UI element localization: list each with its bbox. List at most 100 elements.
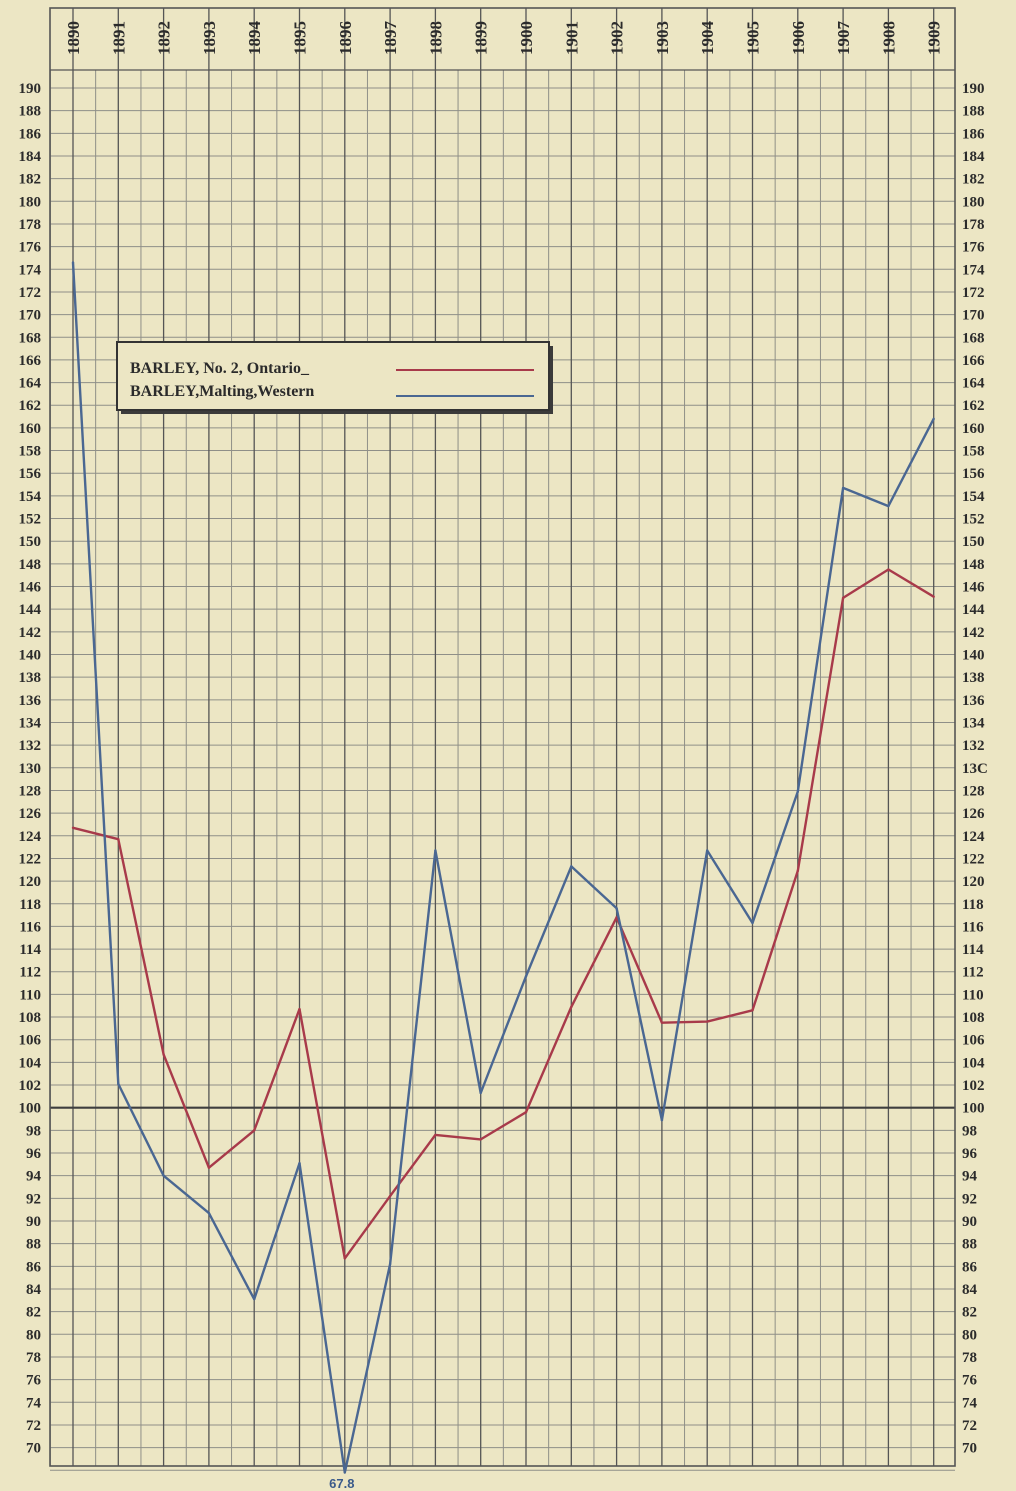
y-tick-label-right: 82	[962, 1305, 977, 1321]
y-tick-label-left: 102	[19, 1078, 42, 1094]
y-tick-label-right: 70	[962, 1441, 977, 1457]
y-tick-label-right: 104	[962, 1055, 985, 1071]
y-tick-label-right: 180	[962, 194, 985, 210]
x-tick-label: 1909	[925, 21, 944, 55]
y-tick-label-right: 110	[962, 987, 984, 1003]
x-tick-label: 1893	[200, 21, 219, 55]
data-point-western	[298, 1162, 301, 1165]
series-line-ontario	[72, 568, 935, 1260]
y-tick-label-right: 13C	[962, 761, 988, 777]
y-tick-label-right: 120	[962, 874, 985, 890]
y-tick-label-left: 186	[19, 126, 42, 142]
y-tick-label-left: 138	[19, 670, 42, 686]
y-tick-label-right: 72	[962, 1418, 977, 1434]
y-tick-label-left: 174	[19, 262, 42, 278]
y-tick-label-left: 72	[26, 1418, 41, 1434]
x-tick-label: 1896	[336, 21, 355, 55]
y-tick-label-left: 180	[19, 194, 42, 210]
y-tick-label-right: 88	[962, 1237, 977, 1253]
data-point-western	[162, 1174, 165, 1177]
data-point-western	[388, 1262, 392, 1266]
y-tick-label-left: 98	[26, 1123, 41, 1139]
y-tick-label-left: 130	[19, 761, 42, 777]
y-tick-label-right: 114	[962, 942, 984, 958]
data-point-ontario	[71, 826, 75, 830]
y-tick-label-right: 178	[962, 217, 985, 233]
y-tick-label-left: 82	[26, 1305, 41, 1321]
y-tick-label-left: 176	[19, 240, 42, 256]
x-tick-label: 1900	[517, 21, 536, 55]
y-tick-label-left: 152	[19, 512, 42, 528]
frame-rect	[49, 7, 956, 1467]
y-tick-label-right: 184	[962, 149, 985, 165]
data-point-ontario	[343, 1257, 346, 1260]
data-point-ontario	[524, 1111, 528, 1114]
legend-box	[116, 341, 550, 411]
y-tick-label-right: 172	[962, 285, 985, 301]
y-tick-label-left: 84	[26, 1282, 42, 1298]
grid	[49, 8, 955, 1471]
y-axis-right: 190 188 186 184 182 180 178 176 174 172 170 168 166 1…	[962, 81, 988, 1457]
y-tick-label-left: 146	[19, 580, 42, 596]
y-tick-label-right: 164	[962, 376, 985, 392]
data-point-ontario	[887, 568, 890, 571]
x-tick-label: 1902	[608, 21, 627, 55]
data-point-western	[706, 849, 709, 852]
y-tick-label-left: 118	[19, 897, 41, 913]
y-tick-label-right: 116	[962, 919, 984, 935]
data-point-western	[117, 1082, 120, 1086]
data-point-ontario	[796, 869, 799, 873]
data-point-western	[796, 790, 799, 793]
plot-frame	[49, 7, 956, 1467]
y-tick-label-right: 176	[962, 240, 985, 256]
y-tick-label-right: 90	[962, 1214, 977, 1230]
y-tick-label-right: 188	[962, 104, 985, 120]
x-tick-label: 1895	[291, 21, 310, 55]
y-tick-label-left: 142	[19, 625, 42, 641]
y-tick-label-left: 188	[19, 104, 42, 120]
y-tick-label-left: 94	[26, 1169, 42, 1185]
y-tick-label-left: 136	[19, 693, 42, 709]
data-point-ontario	[660, 1021, 664, 1024]
y-tick-label-right: 98	[962, 1123, 977, 1139]
y-tick-label-left: 170	[19, 308, 42, 324]
data-point-western	[887, 504, 890, 508]
data-point-western	[207, 1211, 211, 1215]
data-point-western	[660, 1118, 664, 1122]
y-tick-label-right: 94	[962, 1169, 978, 1185]
y-tick-label-left: 158	[19, 444, 42, 460]
y-tick-label-left: 128	[19, 783, 42, 799]
y-tick-label-left: 116	[19, 919, 41, 935]
y-axis-left: 190 188 186 184 182 180 178 176 174 172 170 168 166 1…	[19, 81, 42, 1457]
y-tick-label-right: 118	[962, 897, 984, 913]
data-point-western	[253, 1297, 256, 1301]
data-point-ontario	[207, 1166, 211, 1169]
y-tick-label-right: 128	[962, 783, 985, 799]
legend: BARLEY, No. 2, Ontario_ BARLEY,Malting,W…	[116, 341, 553, 414]
y-tick-label-left: 86	[26, 1259, 42, 1275]
annotations: 67.8	[329, 1476, 354, 1491]
y-tick-label-right: 174	[962, 262, 985, 278]
data-point-ontario	[570, 1005, 573, 1009]
y-tick-label-left: 172	[19, 285, 42, 301]
y-tick-label-right: 138	[962, 670, 985, 686]
data-point-western	[751, 921, 754, 925]
y-tick-label-right: 122	[962, 851, 985, 867]
y-tick-label-right: 134	[962, 715, 985, 731]
x-tick-label: 1891	[109, 21, 128, 55]
x-tick-label: 1908	[879, 21, 898, 55]
y-tick-label-left: 112	[19, 965, 41, 981]
y-tick-label-right: 132	[962, 738, 985, 754]
data-point-ontario	[298, 1007, 301, 1011]
data-point-western	[932, 417, 935, 421]
x-tick-label: 1901	[562, 21, 581, 55]
y-tick-label-left: 70	[26, 1441, 41, 1457]
y-tick-label-right: 156	[962, 466, 985, 482]
y-tick-label-left: 124	[19, 829, 42, 845]
y-tick-label-left: 148	[19, 557, 42, 573]
x-tick-label: 1898	[426, 21, 445, 55]
y-tick-label-right: 152	[962, 512, 985, 528]
y-tick-label-left: 190	[19, 81, 42, 97]
y-tick-label-left: 154	[19, 489, 42, 505]
x-tick-label: 1904	[698, 21, 717, 56]
